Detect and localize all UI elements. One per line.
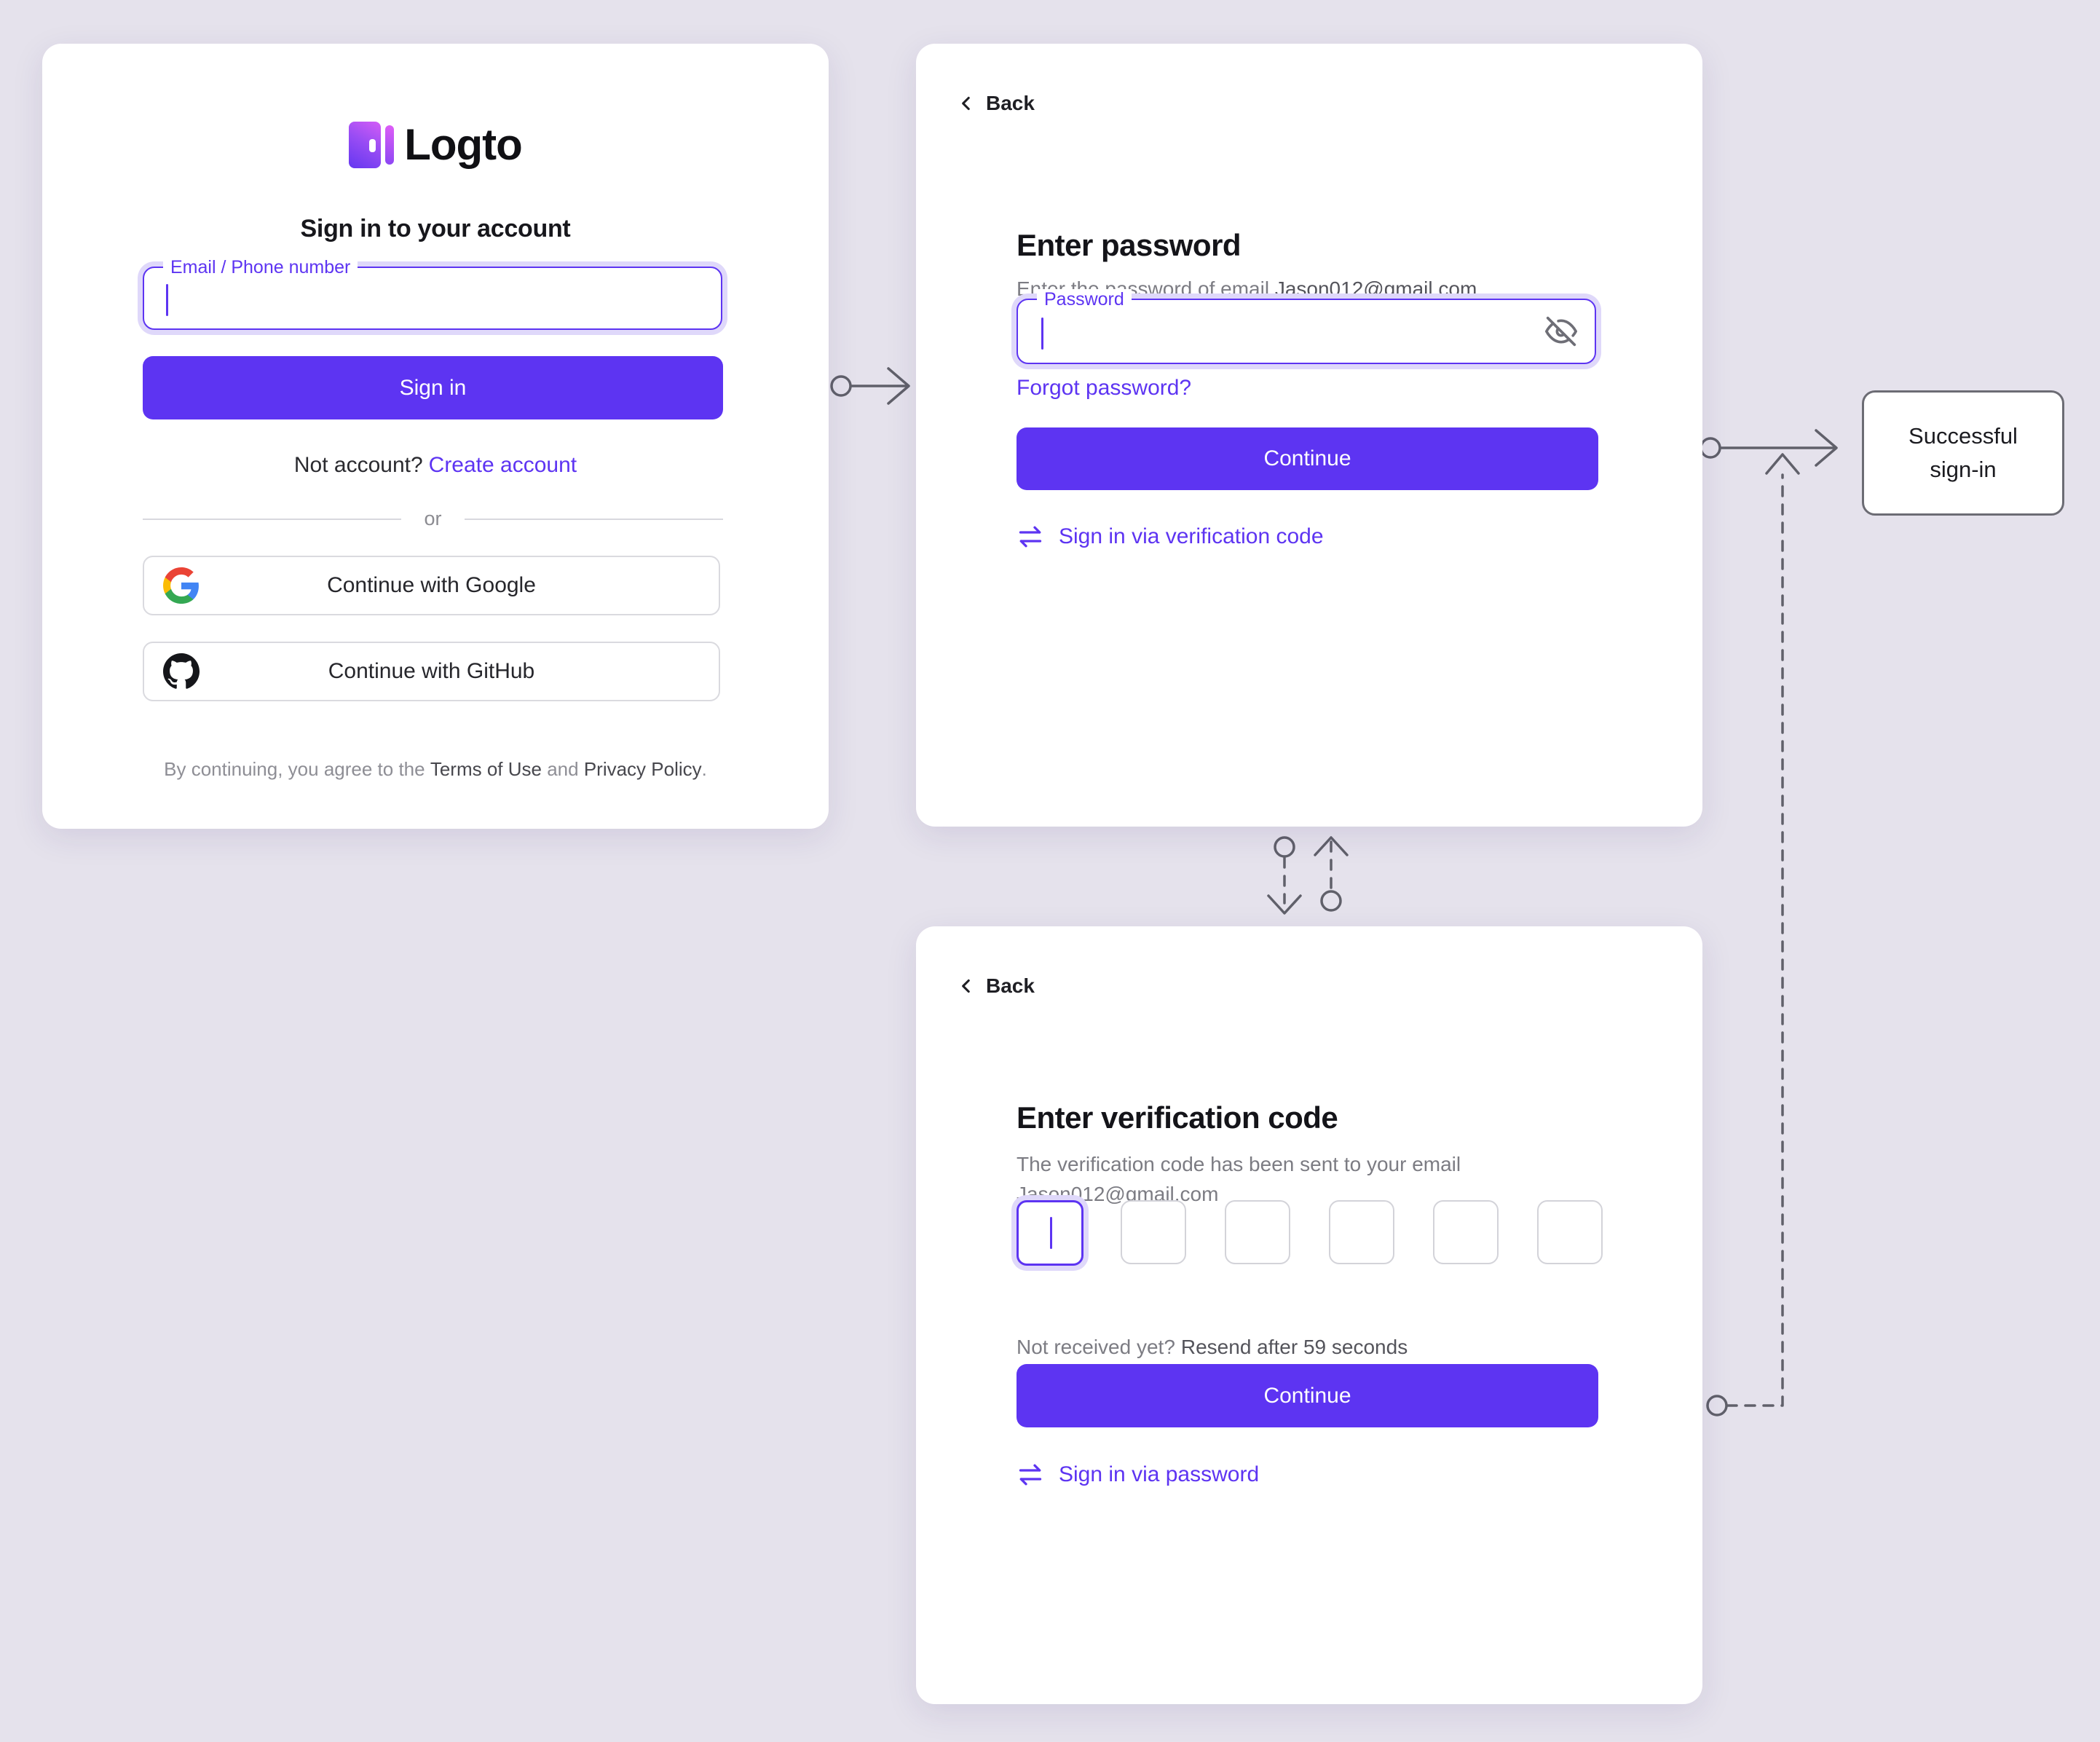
continue-button[interactable]: Continue	[1017, 1364, 1598, 1427]
terms-line: By continuing, you agree to the Terms of…	[42, 758, 829, 781]
text-caret	[1050, 1217, 1052, 1249]
resend-countdown: Resend after 59 seconds	[1180, 1336, 1408, 1358]
switch-link-label: Sign in via verification code	[1059, 524, 1324, 548]
github-icon	[163, 653, 200, 689]
resend-prefix: Not received yet?	[1017, 1336, 1175, 1358]
enter-password-card: Back Enter password Enter the password o…	[916, 44, 1702, 827]
account-email: Jason012@gmail.com	[1274, 277, 1477, 300]
verification-title: Enter verification code	[1017, 1100, 1338, 1135]
no-account-text: Not account?	[293, 453, 423, 477]
forgot-password-link[interactable]: Forgot password?	[1017, 376, 1192, 400]
google-button-label: Continue with Google	[327, 573, 536, 597]
switch-link-label: Sign in via password	[1059, 1462, 1260, 1486]
chevron-left-icon	[962, 979, 970, 993]
code-digit-input-4[interactable]	[1329, 1200, 1394, 1264]
eye-off-icon	[1545, 316, 1577, 347]
divider-or-text: or	[424, 508, 442, 529]
back-label: Back	[986, 974, 1035, 997]
connector-verification-to-success	[1706, 453, 1800, 1416]
text-caret	[166, 284, 168, 316]
resend-line: Not received yet? Resend after 59 seconds	[1017, 1336, 1408, 1359]
signin-button[interactable]: Sign in	[143, 356, 723, 419]
no-account-line: Not account? Create account	[42, 453, 829, 478]
switch-arrows-icon	[1019, 1464, 1042, 1486]
password-subtitle: Enter the password of email Jason012@gma…	[1017, 274, 1477, 304]
password-input-label: Password	[1037, 289, 1132, 310]
continue-with-github-button[interactable]: Continue with GitHub	[143, 642, 720, 701]
google-icon	[163, 567, 199, 604]
verification-subtitle: The verification code has been sent to y…	[1017, 1149, 1461, 1209]
connector-verification-to-password	[1314, 836, 1349, 912]
logto-door-icon	[349, 120, 395, 170]
terms-suffix: .	[701, 758, 707, 780]
code-digit-input-3[interactable]	[1225, 1200, 1290, 1264]
password-input[interactable]: Password	[1017, 289, 1596, 364]
divider-line-left	[143, 519, 401, 520]
switch-to-password-link[interactable]: Sign in via password	[1017, 1462, 1259, 1487]
enter-verification-code-card: Back Enter verification code The verific…	[916, 926, 1702, 1704]
code-digit-input-5[interactable]	[1433, 1200, 1499, 1264]
create-account-link[interactable]: Create account	[428, 453, 577, 477]
logto-wordmark: Logto	[404, 120, 523, 169]
connector-password-to-verification	[1267, 836, 1302, 915]
code-digit-input-1[interactable]	[1017, 1200, 1083, 1266]
switch-arrows-icon	[1019, 526, 1042, 548]
verification-subtitle-line1: The verification code has been sent to y…	[1017, 1153, 1461, 1175]
success-line1: Successful	[1908, 423, 2018, 449]
code-digit-input-2[interactable]	[1121, 1200, 1186, 1264]
logto-logo: Logto	[42, 119, 829, 170]
password-title: Enter password	[1017, 227, 1242, 262]
text-caret	[1041, 318, 1043, 350]
switch-to-verification-code-link[interactable]: Sign in via verification code	[1017, 524, 1324, 549]
terms-and: and	[541, 758, 584, 780]
back-button[interactable]: Back	[957, 92, 1035, 115]
toggle-password-visibility-button[interactable]	[1545, 315, 1577, 347]
connector-password-to-success	[1700, 429, 1838, 467]
signin-card: Logto Sign in to your account Email / Ph…	[42, 44, 829, 829]
continue-with-google-button[interactable]: Continue with Google	[143, 556, 720, 615]
back-label: Back	[986, 92, 1035, 114]
continue-button[interactable]: Continue	[1017, 427, 1598, 490]
connector-signin-to-password	[830, 367, 910, 405]
identifier-input-label: Email / Phone number	[163, 257, 358, 277]
or-divider: or	[143, 505, 723, 532]
signin-title: Sign in to your account	[300, 214, 571, 243]
github-button-label: Continue with GitHub	[328, 659, 535, 683]
divider-line-right	[465, 519, 723, 520]
success-line2: sign-in	[1930, 457, 1997, 482]
identifier-input[interactable]: Email / Phone number	[143, 257, 722, 330]
privacy-policy-link[interactable]: Privacy Policy	[583, 758, 702, 780]
chevron-left-icon	[962, 96, 970, 111]
terms-of-use-link[interactable]: Terms of Use	[430, 758, 542, 780]
code-digit-input-6[interactable]	[1537, 1200, 1603, 1264]
terms-prefix: By continuing, you agree to the	[164, 758, 430, 780]
back-button[interactable]: Back	[957, 974, 1035, 998]
successful-sign-in-node: Successful sign-in	[1862, 390, 2064, 516]
